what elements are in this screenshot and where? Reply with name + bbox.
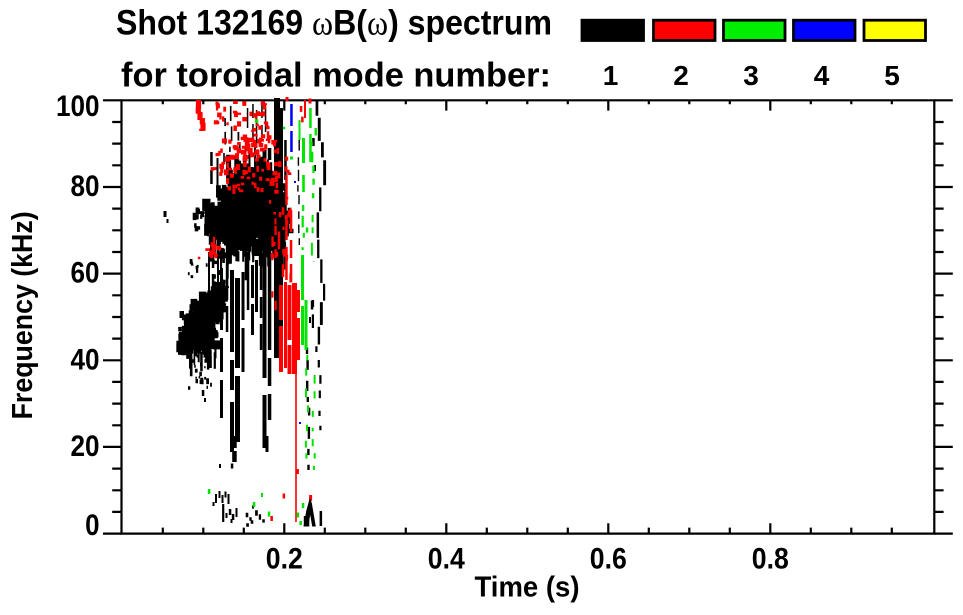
svg-text:Time (s): Time (s) xyxy=(475,572,580,604)
svg-text:1: 1 xyxy=(603,60,619,91)
svg-text:2: 2 xyxy=(673,60,689,91)
svg-text:80: 80 xyxy=(71,170,100,203)
svg-text:4: 4 xyxy=(814,60,830,91)
svg-text:0.4: 0.4 xyxy=(428,543,465,576)
svg-text:100: 100 xyxy=(56,90,100,123)
svg-text:Shot 132169 ωB(ω) spectrum: Shot 132169 ωB(ω) spectrum xyxy=(116,3,552,42)
svg-text:Frequency (kHz): Frequency (kHz) xyxy=(7,211,39,419)
svg-text:0.2: 0.2 xyxy=(266,543,303,576)
svg-text:3: 3 xyxy=(743,60,759,91)
svg-text:60: 60 xyxy=(71,257,100,290)
svg-text:5: 5 xyxy=(884,60,900,91)
svg-text:20: 20 xyxy=(71,430,100,463)
svg-text:0.6: 0.6 xyxy=(590,543,627,576)
svg-text:for toroidal mode number:: for toroidal mode number: xyxy=(121,56,551,94)
svg-text:40: 40 xyxy=(71,343,100,376)
svg-text:0.8: 0.8 xyxy=(752,543,789,576)
svg-text:0: 0 xyxy=(85,509,99,542)
